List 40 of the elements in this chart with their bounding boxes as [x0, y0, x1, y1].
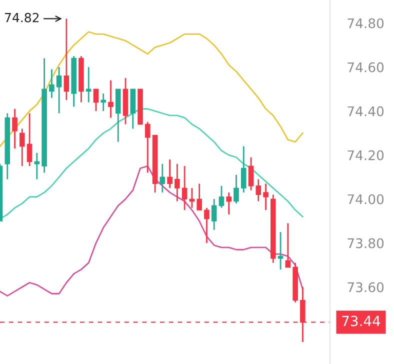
y-tick-label: 74.00 [348, 194, 384, 204]
candlestick [145, 121, 150, 174]
candlestick [234, 174, 239, 204]
candlestick [196, 182, 202, 211]
y-tick-label: 73.80 [348, 238, 384, 248]
candlestick [20, 128, 25, 167]
line-series [0, 31, 304, 147]
candlestick [240, 146, 246, 194]
candlestick [226, 192, 232, 216]
candlestick [174, 163, 180, 202]
y-tick-label: 73.60 [348, 282, 384, 292]
candlestick [167, 158, 172, 189]
line-series [0, 165, 304, 297]
candlestick [86, 66, 92, 103]
candlestick [26, 112, 32, 167]
candlestick [64, 18, 70, 101]
candlestick [100, 92, 106, 112]
candlestick [285, 222, 291, 268]
y-tick-label: 74.40 [348, 106, 384, 116]
candlestick [256, 178, 262, 202]
candlestick [204, 207, 210, 244]
candlestick [248, 156, 254, 191]
candlestick [160, 163, 166, 194]
y-tick-label: 74.80 [348, 18, 384, 28]
annotation: 74.82 [5, 12, 39, 22]
candlestick [189, 187, 195, 209]
candlestick [49, 68, 54, 99]
y-tick-label: 74.20 [348, 150, 384, 160]
candlestick [263, 182, 268, 211]
candlestick [93, 88, 99, 112]
candlestick [182, 165, 188, 211]
candlestick [278, 231, 284, 270]
candlestick [12, 108, 18, 150]
candlestick [108, 80, 114, 118]
candlestick [56, 66, 62, 114]
candlestick [218, 185, 224, 209]
y-tick-label: 74.60 [348, 62, 384, 72]
ref-line-label: 73.44 [342, 316, 380, 326]
candlestick [211, 198, 217, 231]
line-series [0, 108, 304, 220]
